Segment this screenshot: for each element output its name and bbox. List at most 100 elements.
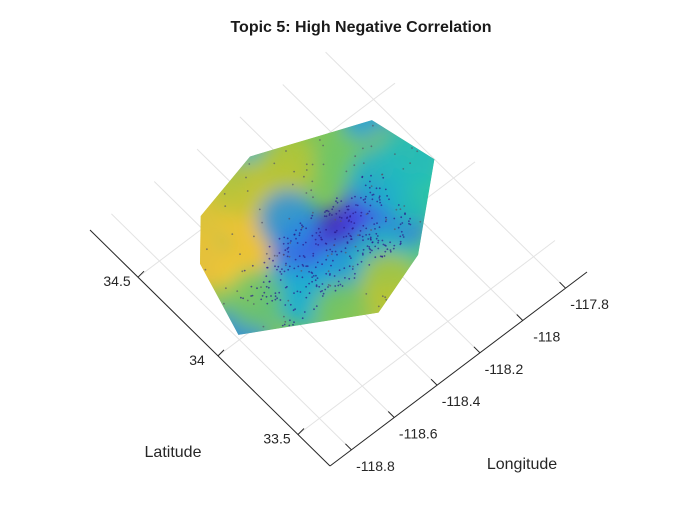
observation-dot [384,220,387,223]
observation-dot [314,238,317,241]
observation-dot [340,200,343,203]
observation-dot [318,285,321,288]
observation-dot [303,311,306,313]
observation-dot [256,287,258,290]
observation-dot [425,212,428,215]
observation-dot [331,250,334,253]
observation-dot [339,220,342,223]
observation-dot [303,175,305,178]
observation-dot [178,269,180,271]
observation-dot [311,280,313,283]
observation-dot [327,210,330,213]
observation-dot [271,110,273,112]
observation-dot [350,197,353,200]
observation-dot [333,244,336,246]
observation-dot [364,201,366,204]
observation-dot [371,249,373,252]
observation-dot [352,212,355,215]
observation-dot [224,205,227,208]
observation-dot [332,205,335,208]
observation-dot [276,297,278,300]
observation-dot [323,215,326,218]
observation-dot [295,229,297,232]
observation-dot [283,270,286,273]
observation-dot [332,259,334,262]
observation-dot [268,245,271,248]
observation-dot [257,100,259,102]
observation-dot [349,215,351,218]
observation-dot [196,126,198,128]
observation-dot [401,222,404,224]
observation-dot [261,123,263,126]
observation-dot [136,203,138,205]
observation-dot [354,155,357,158]
observation-dot [339,283,342,286]
observation-dot [260,286,262,288]
observation-dot [399,240,402,243]
observation-dot [348,265,351,268]
observation-dot [270,295,272,297]
observation-dot [348,255,351,258]
observation-dot [262,325,265,328]
observation-dot [243,269,246,272]
observation-dot [143,191,145,193]
observation-dot [335,229,338,232]
observation-dot [354,245,357,248]
observation-dot [179,221,181,223]
x-tick-label: -118 [533,329,560,345]
observation-dot [365,195,367,198]
x-tick-mark [516,314,524,321]
observation-dot [268,280,271,283]
observation-dot [381,239,384,242]
observation-dot [227,144,230,146]
observation-dot [274,295,277,298]
observation-dot [360,196,362,199]
observation-dot [290,240,292,242]
y-axis-label: Latitude [145,444,202,461]
observation-dot [441,269,443,271]
observation-dot [448,217,450,219]
observation-dot [360,214,362,217]
observation-dot [392,247,395,250]
observation-dot [362,224,365,227]
observation-dot [353,277,356,279]
observation-dot [291,109,293,111]
observation-dot [361,176,364,179]
observation-dot [371,217,373,220]
observation-dot [376,200,379,203]
x-tick-mark [345,443,352,451]
observation-dot [368,233,371,236]
observation-dot [360,211,363,214]
observation-dot [308,270,310,273]
observation-dot [354,272,356,275]
observation-dot [321,295,324,297]
observation-dot [379,201,381,204]
observation-dot [338,210,341,212]
observation-dot [148,171,150,173]
observation-dot [458,189,460,191]
observation-dot [328,212,331,215]
observation-dot [389,250,392,253]
observation-dot [452,219,454,221]
y-gridline [297,240,556,435]
observation-dot [270,69,272,71]
observation-dot [287,242,289,245]
observation-dot [217,175,220,178]
observation-dot [266,302,269,305]
observation-dot [324,211,326,214]
observation-dot [318,234,321,237]
observation-dot [334,289,337,292]
observation-dot [280,273,283,275]
observation-dot [385,216,387,219]
observation-dot [336,253,338,256]
observation-dot [286,285,288,288]
observation-dot [293,321,295,324]
observation-dot [386,248,389,251]
surface-sample [225,269,286,330]
observation-dot [295,237,297,240]
observation-dot [344,277,346,279]
observation-dot [223,193,226,195]
observation-dot [362,253,364,256]
observation-dot [338,269,341,272]
observation-dot [293,170,295,173]
